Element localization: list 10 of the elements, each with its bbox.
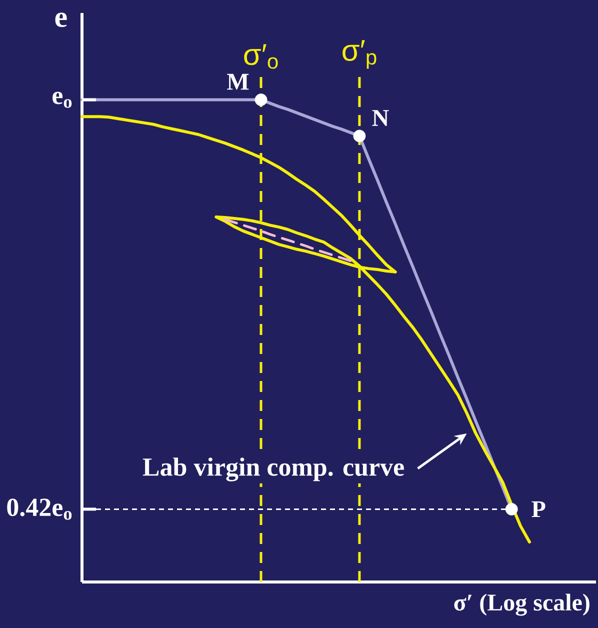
text: e$_{o}$ (52, 92, 72, 108)
x-axis-title: σ′ (Log scale) (454, 594, 590, 616)
y-axis-title: e (55, 12, 67, 28)
x-tick-label: σ′$_{p}$ (342, 40, 376, 69)
x-tick-label: σ′$_{o}$ (244, 44, 278, 69)
text: M (227, 74, 249, 90)
annotation: Lab virgin comp. curve (142, 458, 404, 482)
ref-line-label: 0.42e$_{o}$ (7, 498, 72, 520)
annotation: P (532, 501, 546, 518)
annotation: N (372, 110, 389, 126)
